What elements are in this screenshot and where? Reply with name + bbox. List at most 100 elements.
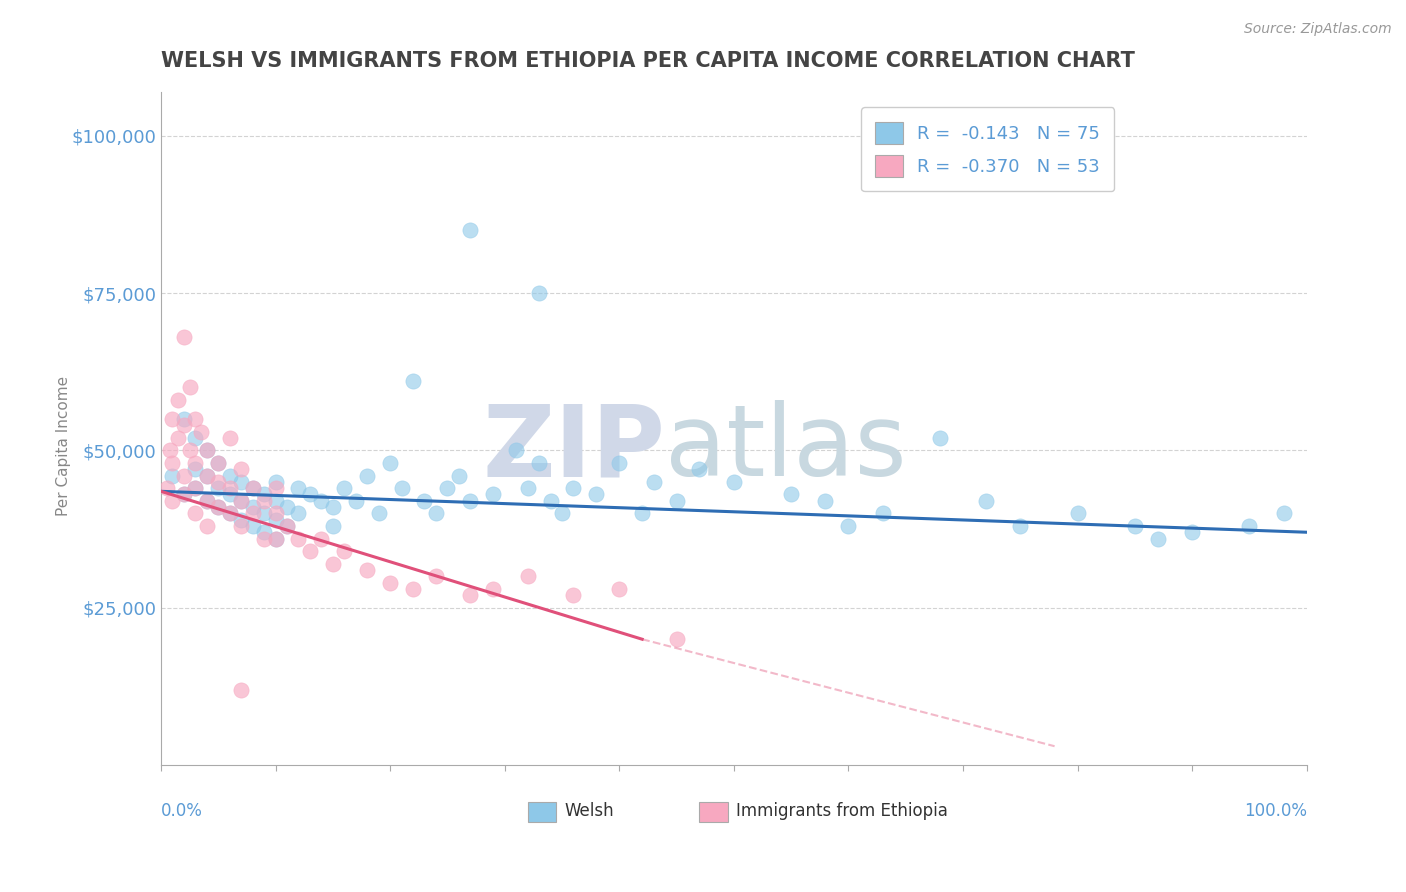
Text: atlas: atlas: [665, 401, 907, 497]
Point: [190, 425, 212, 439]
Point: [231, 493, 253, 508]
Point: [231, 475, 253, 489]
Point: [505, 443, 527, 458]
Point: [207, 475, 229, 489]
Point: [287, 532, 309, 546]
Point: [607, 456, 630, 470]
Point: [298, 487, 321, 501]
Text: Per Capita Income: Per Capita Income: [56, 376, 70, 516]
Point: [184, 481, 207, 495]
Point: [872, 507, 894, 521]
Point: [195, 468, 218, 483]
Point: [242, 481, 264, 495]
Point: [242, 481, 264, 495]
Point: [167, 393, 190, 408]
Point: [643, 475, 665, 489]
Point: [1181, 525, 1204, 540]
Point: [207, 500, 229, 514]
Point: [1066, 507, 1088, 521]
Point: [551, 507, 574, 521]
Point: [814, 493, 837, 508]
Point: [231, 682, 253, 697]
Point: [1010, 519, 1032, 533]
Point: [173, 468, 195, 483]
Point: [253, 507, 276, 521]
Point: [378, 456, 401, 470]
Text: ZIP: ZIP: [482, 401, 665, 497]
Point: [167, 431, 190, 445]
Point: [276, 500, 298, 514]
Point: [207, 500, 229, 514]
Point: [276, 519, 298, 533]
Point: [218, 487, 240, 501]
Point: [162, 456, 184, 470]
Point: [173, 487, 195, 501]
Point: [482, 582, 505, 596]
Point: [253, 493, 276, 508]
Point: [218, 507, 240, 521]
Point: [688, 462, 710, 476]
Point: [665, 632, 688, 647]
Point: [1146, 532, 1168, 546]
Point: [195, 493, 218, 508]
Point: [173, 418, 195, 433]
Point: [173, 330, 195, 344]
Point: [1123, 519, 1146, 533]
Point: [264, 532, 287, 546]
Point: [264, 493, 287, 508]
Point: [231, 513, 253, 527]
Point: [173, 412, 195, 426]
Point: [367, 507, 389, 521]
Point: [173, 487, 195, 501]
Point: [276, 519, 298, 533]
Point: [159, 443, 181, 458]
Point: [242, 500, 264, 514]
FancyBboxPatch shape: [527, 802, 557, 822]
Point: [207, 456, 229, 470]
Point: [195, 519, 218, 533]
Point: [231, 462, 253, 476]
Point: [253, 487, 276, 501]
Point: [253, 525, 276, 540]
Point: [264, 481, 287, 495]
Text: 100.0%: 100.0%: [1244, 802, 1306, 820]
Point: [322, 557, 344, 571]
Point: [780, 487, 803, 501]
Point: [156, 481, 179, 495]
Point: [184, 507, 207, 521]
Point: [179, 443, 201, 458]
Point: [425, 507, 447, 521]
Point: [184, 462, 207, 476]
Point: [264, 475, 287, 489]
Point: [322, 500, 344, 514]
Point: [527, 286, 550, 301]
Point: [391, 481, 413, 495]
Point: [356, 563, 378, 577]
Point: [195, 493, 218, 508]
Point: [184, 456, 207, 470]
Point: [527, 456, 550, 470]
Point: [162, 468, 184, 483]
Point: [540, 493, 562, 508]
Point: [184, 481, 207, 495]
Point: [184, 431, 207, 445]
Text: WELSH VS IMMIGRANTS FROM ETHIOPIA PER CAPITA INCOME CORRELATION CHART: WELSH VS IMMIGRANTS FROM ETHIOPIA PER CA…: [160, 51, 1135, 70]
Point: [207, 456, 229, 470]
Point: [231, 493, 253, 508]
Point: [458, 223, 481, 237]
Point: [631, 507, 654, 521]
Point: [311, 532, 333, 546]
Point: [665, 493, 688, 508]
Point: [447, 468, 470, 483]
Point: [311, 493, 333, 508]
Point: [179, 380, 201, 394]
Point: [322, 519, 344, 533]
Point: [458, 588, 481, 602]
Point: [1239, 519, 1261, 533]
Point: [436, 481, 458, 495]
Point: [516, 569, 538, 583]
Point: [207, 481, 229, 495]
Point: [929, 431, 952, 445]
Point: [333, 481, 356, 495]
Point: [607, 582, 630, 596]
